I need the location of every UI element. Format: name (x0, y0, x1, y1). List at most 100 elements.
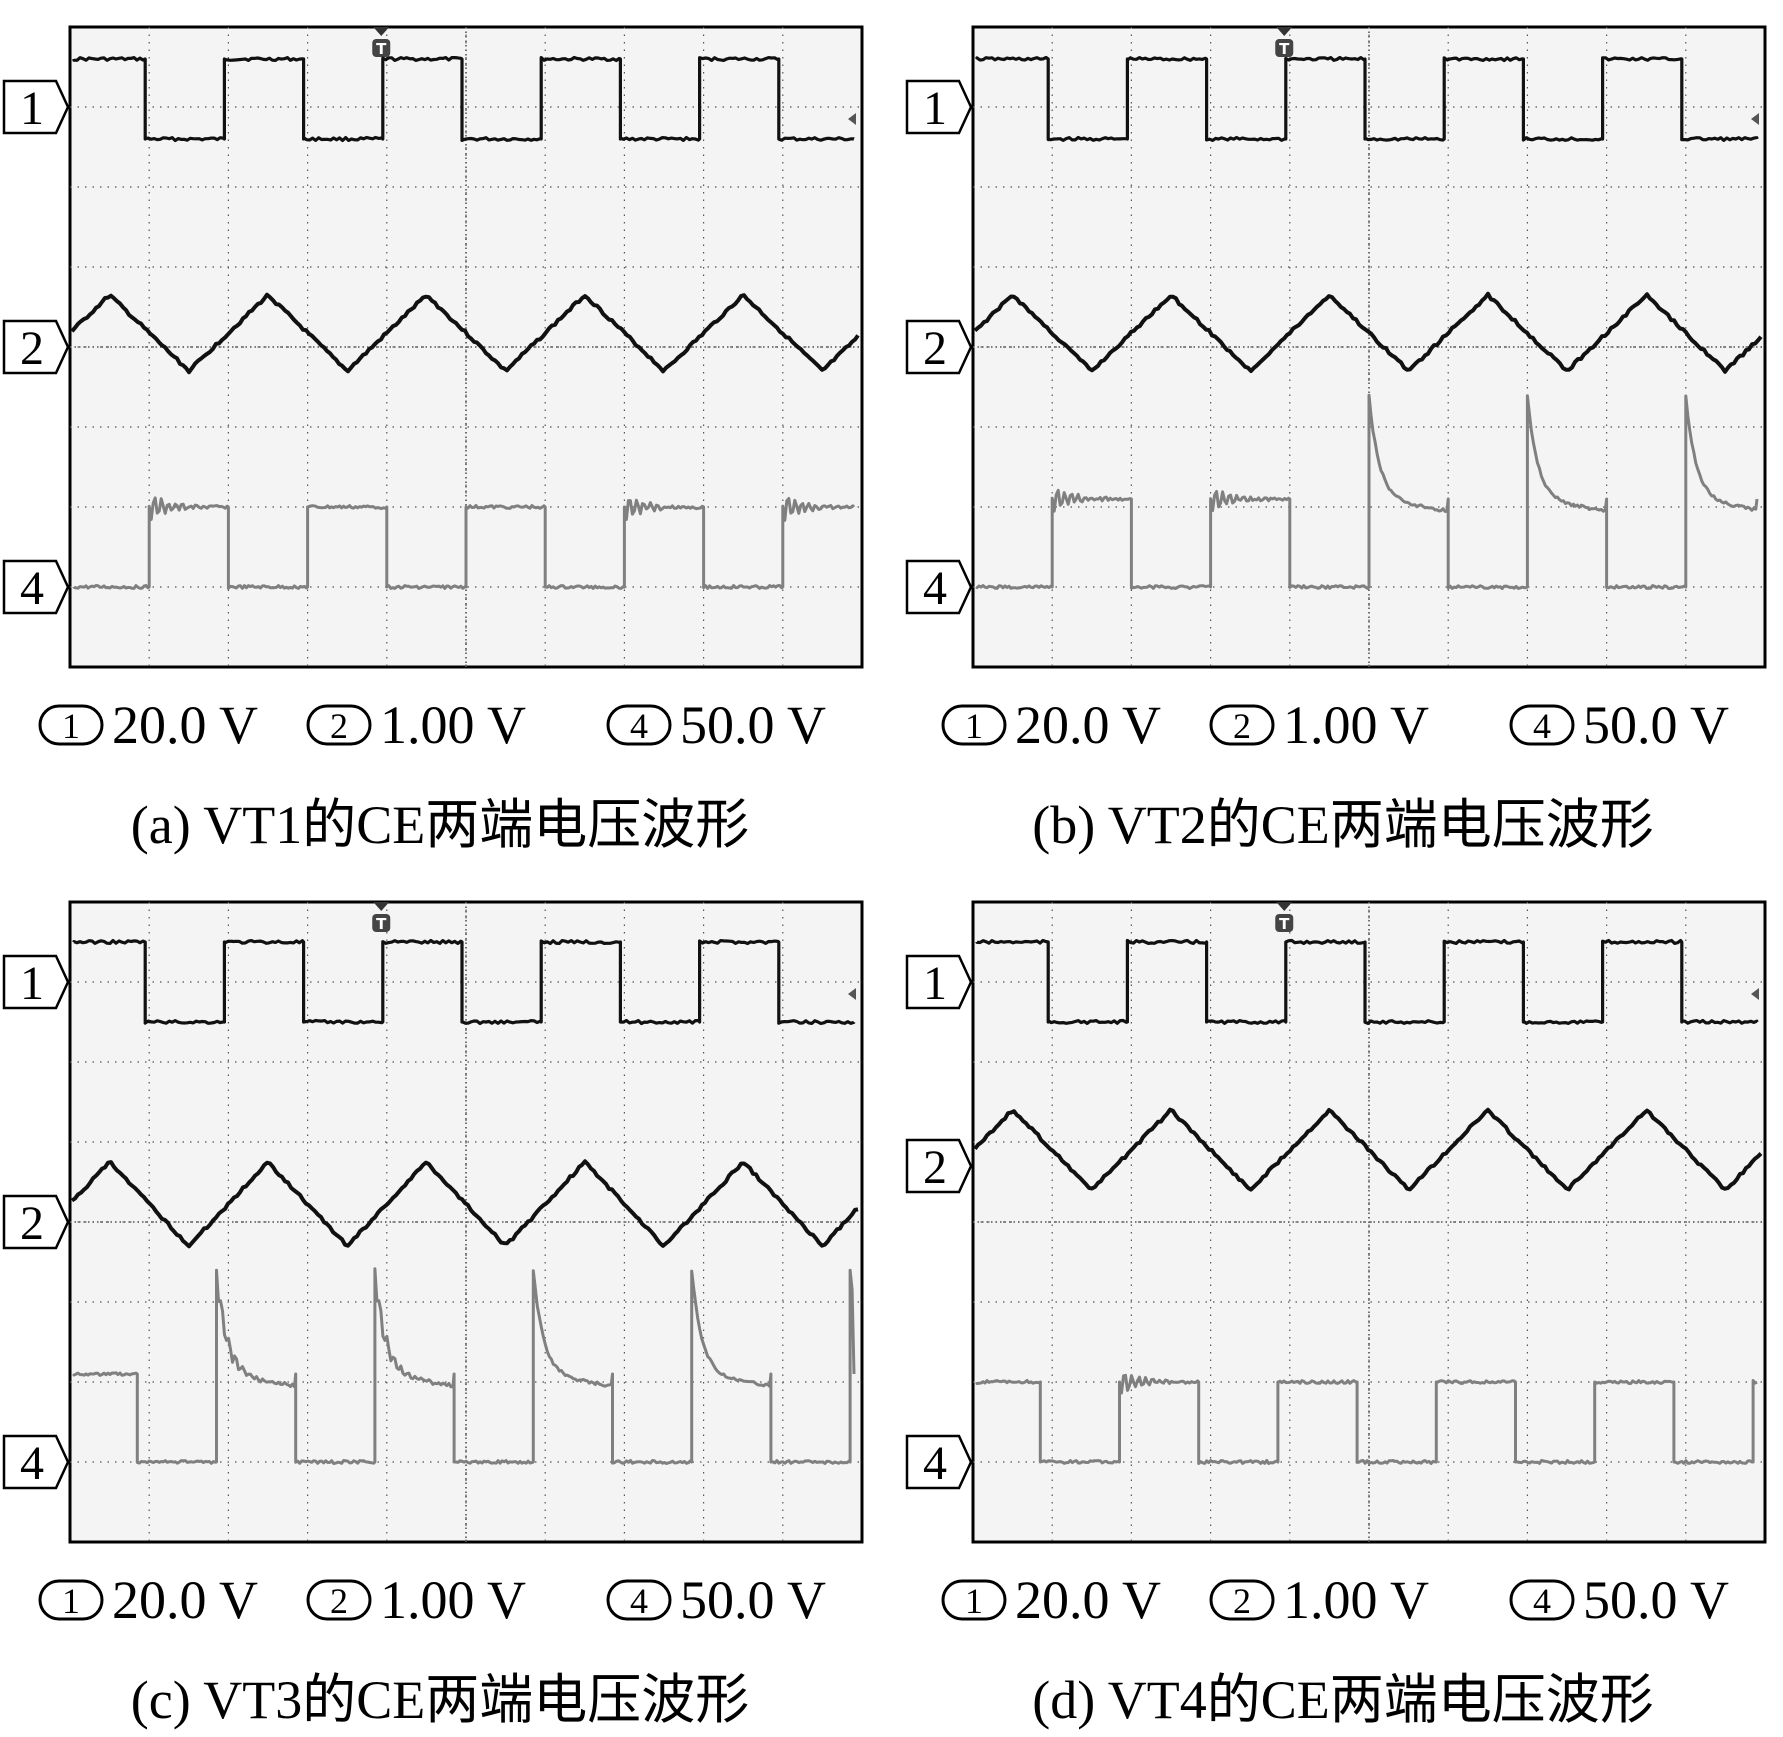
channel-2-marker-icon (2, 319, 70, 375)
panel-b: T 1 2 4 1 20.0 V 2 1.00 V 4 50.0 V (b) VT2的… (903, 0, 1783, 860)
channel-2-marker-label: 2 (923, 1141, 947, 1194)
ch1-scale-value: 20.0 V (1015, 1570, 1162, 1630)
channel-4-trace (975, 1373, 1758, 1465)
ch4-scale-value: 50.0 V (1583, 695, 1730, 755)
channel-2-marker-icon (905, 319, 973, 375)
svg-text:1: 1 (965, 706, 983, 746)
ch1-scale: 1 20.0 V (941, 1565, 1161, 1635)
channel-4-marker-label: 4 (923, 562, 947, 615)
ch4-badge-icon: 4 (606, 704, 672, 746)
trigger-level-icon (1751, 988, 1759, 1000)
channel-4-marker-icon (2, 1434, 70, 1490)
ch1-scale: 1 20.0 V (38, 1565, 258, 1635)
ch2-badge-icon: 2 (306, 1579, 372, 1621)
channel-1-marker-icon (2, 954, 70, 1010)
caption-a: (a) VT1的CE两端电压波形 (130, 795, 750, 855)
channel-1-trace (975, 55, 1759, 142)
trigger-arrow-icon (373, 902, 390, 911)
channel-4-marker-label: 4 (20, 1437, 44, 1490)
ch4-scale-value: 50.0 V (680, 695, 827, 755)
channel-4-marker-icon (2, 559, 70, 615)
svg-text:4: 4 (630, 1581, 648, 1621)
ch4-scale: 4 50.0 V (606, 690, 826, 760)
channel-1-trace (72, 55, 856, 143)
ch1-scale-value: 20.0 V (112, 695, 259, 755)
ch2-badge-icon: 2 (1209, 704, 1275, 746)
ch4-scale-value: 50.0 V (1583, 1570, 1730, 1630)
trigger-marker-label: T (376, 915, 387, 933)
channel-1-marker-label: 1 (923, 957, 947, 1010)
ch2-scale-value: 1.00 V (1283, 695, 1430, 755)
ch2-scale: 2 1.00 V (306, 690, 526, 760)
trigger-arrow-icon (373, 27, 390, 36)
ch1-badge-icon: 1 (38, 1579, 104, 1621)
channel-2-trace (973, 291, 1763, 374)
ch1-badge-icon: 1 (38, 704, 104, 746)
trigger-marker-icon (372, 914, 391, 932)
ch4-scale: 4 50.0 V (606, 1565, 826, 1635)
trigger-level-icon (1751, 113, 1759, 125)
scope-screen-b: T 1 2 4 (905, 25, 1767, 669)
trigger-marker-label: T (1279, 915, 1290, 933)
scale-row-c: 1 20.0 V 2 1.00 V 4 50.0 V (38, 1565, 878, 1635)
ch1-badge-icon: 1 (941, 1579, 1007, 1621)
channel-2-marker-icon (905, 1138, 973, 1194)
channel-1-marker-label: 1 (923, 82, 947, 135)
panel-c: T 1 2 4 1 20.0 V 2 1.00 V 4 50.0 V (c) VT3的… (0, 875, 880, 1735)
scope-screen-d: T 1 2 4 (905, 900, 1767, 1544)
channel-1-marker-icon (905, 79, 973, 135)
scope-screen-a: T 1 2 4 (2, 25, 864, 669)
ch1-badge-icon: 1 (941, 704, 1007, 746)
channel-2-marker-label: 2 (923, 322, 947, 375)
channel-2-trace (70, 292, 860, 375)
channel-4-trace (975, 393, 1759, 590)
svg-text:1: 1 (62, 706, 80, 746)
scale-row-d: 1 20.0 V 2 1.00 V 4 50.0 V (941, 1565, 1781, 1635)
svg-text:2: 2 (330, 1581, 348, 1621)
channel-1-marker-icon (905, 954, 973, 1010)
channel-1-marker-label: 1 (20, 957, 44, 1010)
scale-row-a: 1 20.0 V 2 1.00 V 4 50.0 V (38, 690, 878, 760)
trigger-marker-icon (1275, 914, 1294, 932)
ch4-scale-value: 50.0 V (680, 1570, 827, 1630)
ch2-scale-value: 1.00 V (1283, 1570, 1430, 1630)
ch4-scale: 4 50.0 V (1509, 1565, 1729, 1635)
svg-text:2: 2 (1233, 1581, 1251, 1621)
ch1-scale-value: 20.0 V (1015, 695, 1162, 755)
trigger-marker-label: T (1279, 40, 1290, 58)
caption-c: (c) VT3的CE两端电压波形 (130, 1670, 750, 1730)
panel-d: T 1 2 4 1 20.0 V 2 1.00 V 4 50.0 V (d) VT4的… (903, 875, 1783, 1735)
channel-2-trace (973, 1107, 1763, 1192)
scale-row-b: 1 20.0 V 2 1.00 V 4 50.0 V (941, 690, 1781, 760)
channel-4-marker-icon (905, 559, 973, 615)
panel-a: T 1 2 4 1 20.0 V 2 1.00 V 4 50.0 V (a) VT1的… (0, 0, 880, 860)
channel-1-trace (975, 938, 1759, 1025)
scope-screen-c: T 1 2 4 (2, 900, 864, 1544)
trigger-arrow-icon (1276, 27, 1293, 36)
ch2-scale: 2 1.00 V (1209, 1565, 1429, 1635)
svg-text:1: 1 (62, 1581, 80, 1621)
trigger-marker-icon (372, 39, 391, 57)
trigger-level-icon (848, 113, 856, 125)
caption-d: (d) VT4的CE两端电压波形 (1032, 1670, 1654, 1730)
trigger-arrow-icon (1276, 902, 1293, 911)
channel-2-marker-label: 2 (20, 1197, 44, 1250)
caption-b: (b) VT2的CE两端电压波形 (1032, 795, 1654, 855)
channel-1-marker-label: 1 (20, 82, 44, 135)
channel-1-marker-icon (2, 79, 70, 135)
channel-1-trace (72, 938, 856, 1026)
trigger-marker-icon (1275, 39, 1294, 57)
ch2-scale-value: 1.00 V (380, 1570, 527, 1630)
channel-2-trace (70, 1159, 859, 1249)
ch4-scale: 4 50.0 V (1509, 690, 1729, 760)
channel-4-trace (72, 496, 856, 590)
channel-4-marker-icon (905, 1434, 973, 1490)
ch2-badge-icon: 2 (1209, 1579, 1275, 1621)
svg-text:2: 2 (1233, 706, 1251, 746)
ch2-scale: 2 1.00 V (306, 1565, 526, 1635)
ch1-scale: 1 20.0 V (941, 690, 1161, 760)
ch2-scale-value: 1.00 V (380, 695, 527, 755)
ch2-badge-icon: 2 (306, 704, 372, 746)
ch4-badge-icon: 4 (1509, 1579, 1575, 1621)
svg-text:4: 4 (630, 706, 648, 746)
